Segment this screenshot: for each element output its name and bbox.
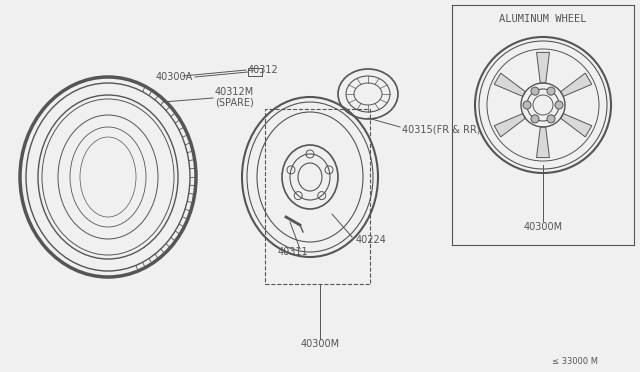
Polygon shape: [536, 52, 550, 83]
Circle shape: [523, 101, 531, 109]
Bar: [248, 68, 262, 76]
Text: 40300M: 40300M: [524, 222, 563, 232]
Text: 40311: 40311: [277, 247, 308, 257]
Text: 40300M: 40300M: [300, 339, 340, 349]
Text: ALUMINUM WHEEL: ALUMINUM WHEEL: [499, 14, 587, 24]
Polygon shape: [536, 127, 550, 158]
Text: 40224: 40224: [356, 235, 387, 245]
Text: 40300A: 40300A: [156, 72, 193, 82]
Circle shape: [531, 87, 539, 95]
Text: 40315(FR & RR): 40315(FR & RR): [402, 124, 481, 134]
Polygon shape: [561, 113, 592, 137]
Polygon shape: [494, 73, 525, 96]
Circle shape: [531, 115, 539, 123]
Bar: [265, 109, 370, 284]
Text: 40312M: 40312M: [215, 87, 254, 97]
Polygon shape: [494, 113, 525, 137]
Circle shape: [547, 115, 555, 123]
Text: ≤ 33000 M: ≤ 33000 M: [552, 357, 598, 366]
Text: (SPARE): (SPARE): [215, 97, 253, 107]
Circle shape: [547, 87, 555, 95]
Polygon shape: [561, 73, 592, 96]
Text: 40312: 40312: [248, 65, 279, 75]
Circle shape: [555, 101, 563, 109]
